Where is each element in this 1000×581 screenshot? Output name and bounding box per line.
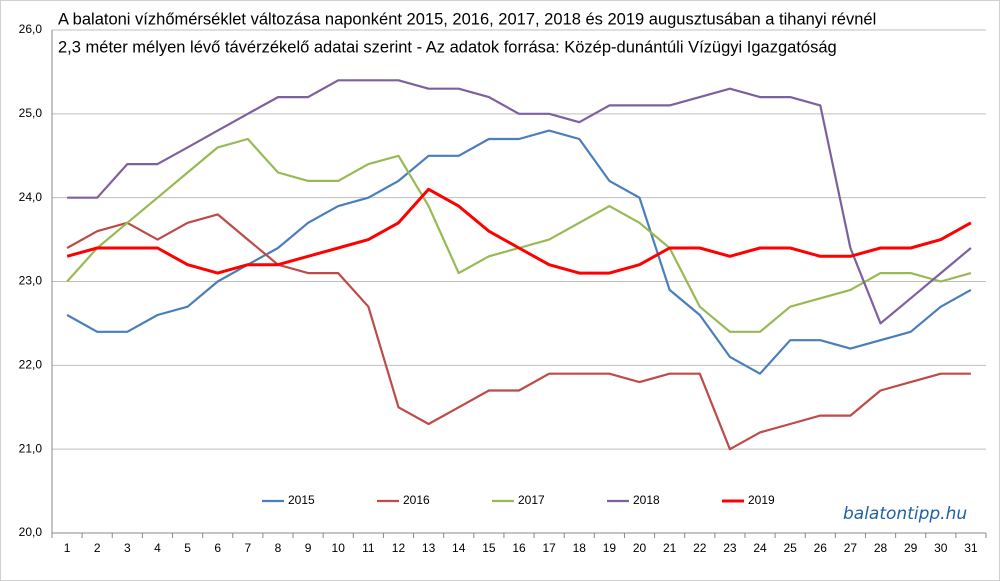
x-tick-label: 18	[573, 541, 587, 555]
x-tick-label: 21	[663, 541, 677, 555]
legend-label: 2018	[633, 493, 660, 507]
y-tick-label: 26,0	[19, 22, 43, 36]
x-tick-label: 15	[482, 541, 496, 555]
x-tick-label: 13	[422, 541, 436, 555]
chart-title: 2,3 méter mélyen lévő távérzékelő adatai…	[58, 38, 837, 56]
y-tick-label: 25,0	[19, 106, 43, 120]
x-tick-label: 23	[723, 541, 737, 555]
x-tick-label: 31	[964, 541, 978, 555]
legend-label: 2017	[518, 493, 545, 507]
x-tick-label: 12	[392, 541, 406, 555]
line-series	[66, 129, 972, 375]
x-tick-label: 10	[332, 541, 346, 555]
line-series	[66, 213, 971, 451]
line-series	[66, 187, 972, 275]
legend-label: 2016	[403, 493, 430, 507]
x-tick-label: 11	[362, 541, 375, 555]
x-tick-label: 20	[633, 541, 647, 555]
y-tick-label: 22,0	[19, 358, 43, 372]
legend-label: 2019	[748, 493, 775, 507]
x-tick-label: 8	[275, 541, 282, 555]
x-tick-label: 27	[844, 541, 858, 555]
x-tick-label: 3	[124, 541, 131, 555]
x-tick-label: 25	[783, 541, 797, 555]
x-tick-label: 9	[305, 541, 312, 555]
x-tick-label: 19	[603, 541, 617, 555]
x-tick-label: 24	[753, 541, 767, 555]
y-tick-label: 20,0	[19, 525, 43, 539]
legend-label: 2015	[288, 493, 315, 507]
y-tick-label: 23,0	[19, 274, 43, 288]
x-tick-label: 6	[214, 541, 221, 555]
chart-title: A balatoni vízhőmérséklet változása napo…	[58, 10, 876, 28]
x-tick-label: 1	[64, 541, 71, 555]
x-tick-label: 28	[874, 541, 888, 555]
watermark: balatontipp.hu	[843, 504, 967, 524]
x-tick-label: 26	[814, 541, 828, 555]
x-tick-label: 16	[512, 541, 526, 555]
x-tick-label: 14	[452, 541, 466, 555]
x-tick-label: 4	[154, 541, 161, 555]
x-tick-label: 17	[542, 541, 556, 555]
y-tick-label: 24,0	[19, 190, 43, 204]
x-tick-label: 5	[184, 541, 191, 555]
x-tick-label: 30	[934, 541, 948, 555]
x-tick-label: 29	[904, 541, 918, 555]
x-tick-label: 2	[94, 541, 101, 555]
x-tick-label: 7	[244, 541, 251, 555]
y-tick-label: 21,0	[19, 441, 43, 455]
x-tick-label: 22	[693, 541, 707, 555]
line-series	[67, 79, 972, 325]
